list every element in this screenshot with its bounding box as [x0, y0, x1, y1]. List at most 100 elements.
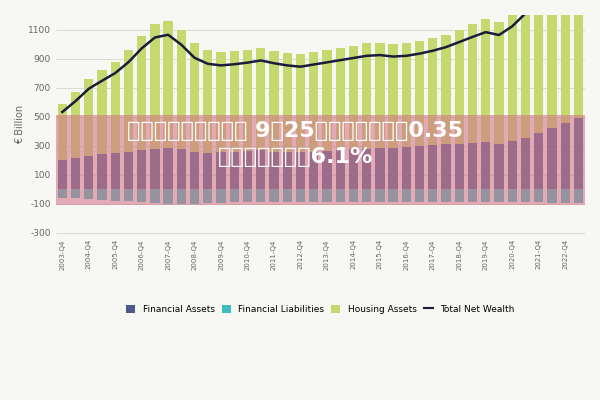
Bar: [256, 189, 265, 202]
Bar: [137, 36, 146, 150]
Bar: [349, 189, 358, 202]
Bar: [388, 148, 398, 189]
Bar: [177, 149, 186, 189]
Bar: [124, 189, 133, 201]
Bar: [442, 35, 451, 144]
Bar: [269, 50, 278, 152]
Bar: [97, 70, 107, 154]
Bar: [521, 0, 530, 138]
Bar: [177, 189, 186, 204]
Bar: [110, 189, 120, 201]
Bar: [296, 152, 305, 189]
Bar: [230, 189, 239, 202]
Bar: [415, 146, 424, 189]
Bar: [309, 189, 319, 202]
Bar: [150, 189, 160, 203]
Bar: [203, 50, 212, 153]
Y-axis label: € Billion: € Billion: [15, 105, 25, 144]
Bar: [269, 152, 278, 189]
Bar: [283, 152, 292, 189]
Bar: [71, 158, 80, 189]
Bar: [124, 152, 133, 189]
Bar: [97, 189, 107, 200]
Bar: [547, 128, 557, 189]
Text: 最信得过的网络配资 9月25日大秦转倷上涨0.35
％，转股溢价率6.1%: 最信得过的网络配资 9月25日大秦转倷上涨0.35 ％，转股溢价率6.1%: [127, 121, 463, 168]
Bar: [243, 151, 252, 189]
Bar: [388, 189, 398, 202]
Bar: [468, 143, 477, 189]
Bar: [508, 189, 517, 202]
Bar: [137, 150, 146, 189]
Bar: [335, 150, 345, 189]
Bar: [58, 160, 67, 189]
Bar: [362, 149, 371, 189]
Bar: [177, 30, 186, 149]
Bar: [468, 24, 477, 143]
Bar: [402, 189, 411, 202]
Bar: [388, 44, 398, 148]
Bar: [190, 43, 199, 152]
Bar: [415, 41, 424, 146]
Bar: [428, 189, 437, 202]
Bar: [481, 19, 490, 142]
Bar: [402, 43, 411, 147]
Bar: [442, 144, 451, 189]
Bar: [508, 141, 517, 189]
Bar: [217, 152, 226, 189]
Bar: [574, 118, 583, 189]
Bar: [494, 22, 503, 144]
Bar: [335, 48, 345, 150]
Bar: [269, 189, 278, 202]
Bar: [375, 148, 385, 189]
Bar: [243, 189, 252, 202]
Bar: [190, 189, 199, 204]
Bar: [560, 0, 570, 123]
Bar: [150, 24, 160, 149]
Bar: [560, 123, 570, 189]
Bar: [455, 189, 464, 202]
Bar: [137, 189, 146, 202]
Bar: [534, 189, 544, 202]
Bar: [203, 189, 212, 203]
Bar: [362, 189, 371, 202]
Bar: [322, 151, 332, 189]
Bar: [402, 147, 411, 189]
Bar: [335, 189, 345, 202]
Bar: [560, 189, 570, 203]
Bar: [243, 50, 252, 151]
Bar: [71, 189, 80, 198]
Bar: [494, 189, 503, 202]
Bar: [58, 104, 67, 160]
Bar: [309, 152, 319, 189]
Bar: [508, 14, 517, 141]
Bar: [534, 133, 544, 189]
Bar: [494, 144, 503, 189]
Bar: [296, 189, 305, 202]
Bar: [110, 62, 120, 153]
Bar: [534, 0, 544, 133]
Bar: [481, 189, 490, 202]
Bar: [455, 144, 464, 189]
Bar: [468, 189, 477, 202]
Bar: [481, 142, 490, 189]
Bar: [375, 42, 385, 148]
Bar: [455, 30, 464, 144]
Bar: [415, 189, 424, 202]
Bar: [283, 189, 292, 202]
Bar: [349, 149, 358, 189]
Bar: [203, 153, 212, 189]
Bar: [574, 189, 583, 203]
Bar: [58, 189, 67, 198]
Bar: [309, 52, 319, 152]
Bar: [322, 189, 332, 202]
Bar: [547, 189, 557, 202]
Bar: [97, 154, 107, 189]
Bar: [71, 92, 80, 158]
Bar: [428, 145, 437, 189]
Bar: [349, 46, 358, 149]
Bar: [150, 149, 160, 189]
Bar: [521, 138, 530, 189]
Bar: [256, 150, 265, 189]
Bar: [217, 189, 226, 203]
Bar: [217, 52, 226, 152]
